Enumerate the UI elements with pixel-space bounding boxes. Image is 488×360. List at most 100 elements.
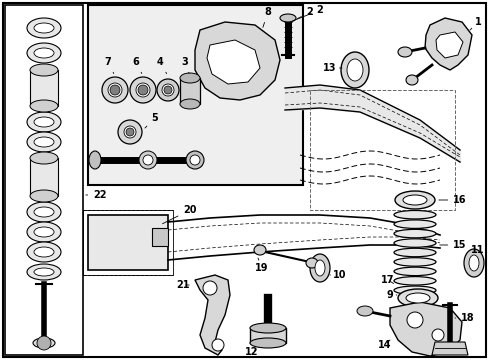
Text: 18: 18 <box>454 313 474 323</box>
Ellipse shape <box>102 77 128 103</box>
Polygon shape <box>389 302 461 356</box>
Ellipse shape <box>27 18 61 38</box>
Text: 11: 11 <box>470 245 484 255</box>
Ellipse shape <box>33 338 55 348</box>
Ellipse shape <box>108 83 122 97</box>
Text: 16: 16 <box>438 195 466 205</box>
Ellipse shape <box>34 48 54 58</box>
Ellipse shape <box>136 83 150 97</box>
Ellipse shape <box>89 151 101 169</box>
Bar <box>30 70 58 106</box>
Text: 10: 10 <box>329 270 346 280</box>
Ellipse shape <box>30 190 58 202</box>
Text: 2: 2 <box>297 7 313 19</box>
Text: 12: 12 <box>245 347 258 357</box>
Polygon shape <box>424 18 471 70</box>
Text: 15: 15 <box>439 240 466 250</box>
Ellipse shape <box>393 239 435 247</box>
Ellipse shape <box>30 100 58 112</box>
Ellipse shape <box>27 132 61 152</box>
Ellipse shape <box>180 73 200 83</box>
Ellipse shape <box>34 137 54 147</box>
Bar <box>152 228 168 246</box>
Ellipse shape <box>405 75 417 85</box>
Ellipse shape <box>309 254 329 282</box>
Circle shape <box>203 281 217 295</box>
Polygon shape <box>431 342 467 355</box>
Circle shape <box>110 85 120 95</box>
Bar <box>83 210 173 275</box>
Ellipse shape <box>34 268 54 276</box>
Text: 13: 13 <box>323 63 341 73</box>
Ellipse shape <box>30 64 58 76</box>
Text: 14: 14 <box>378 340 391 350</box>
Ellipse shape <box>393 220 435 228</box>
Ellipse shape <box>393 267 435 276</box>
Ellipse shape <box>249 323 285 333</box>
Ellipse shape <box>249 338 285 348</box>
Text: 17: 17 <box>381 275 394 285</box>
Bar <box>309 90 454 210</box>
Text: 21: 21 <box>176 280 189 290</box>
Circle shape <box>406 312 422 328</box>
Bar <box>30 158 58 196</box>
Text: 22: 22 <box>85 190 106 200</box>
Ellipse shape <box>27 264 61 280</box>
Text: 4: 4 <box>156 57 166 73</box>
Ellipse shape <box>180 99 200 109</box>
Ellipse shape <box>27 112 61 132</box>
Ellipse shape <box>393 286 435 294</box>
Ellipse shape <box>157 79 179 101</box>
Circle shape <box>163 86 172 94</box>
Text: 6: 6 <box>132 57 142 73</box>
Ellipse shape <box>314 260 325 276</box>
Text: 1: 1 <box>469 17 480 30</box>
Ellipse shape <box>34 227 54 237</box>
Ellipse shape <box>468 255 478 271</box>
Ellipse shape <box>394 191 434 209</box>
Ellipse shape <box>34 247 54 257</box>
Bar <box>88 215 168 270</box>
Ellipse shape <box>124 126 136 138</box>
Circle shape <box>37 336 51 350</box>
Ellipse shape <box>27 202 61 222</box>
Ellipse shape <box>27 222 61 242</box>
Ellipse shape <box>346 59 362 81</box>
Ellipse shape <box>34 117 54 127</box>
Circle shape <box>126 128 134 136</box>
Text: 3: 3 <box>181 57 189 73</box>
Ellipse shape <box>190 155 200 165</box>
Polygon shape <box>206 40 260 84</box>
Ellipse shape <box>356 306 372 316</box>
Text: 9: 9 <box>386 290 396 300</box>
Ellipse shape <box>393 229 435 238</box>
Text: 8: 8 <box>263 7 271 27</box>
Ellipse shape <box>139 151 157 169</box>
Ellipse shape <box>162 84 174 96</box>
Circle shape <box>431 329 443 341</box>
Ellipse shape <box>393 211 435 219</box>
Ellipse shape <box>185 151 203 169</box>
Ellipse shape <box>27 43 61 63</box>
Ellipse shape <box>30 152 58 164</box>
Bar <box>180 78 200 104</box>
Ellipse shape <box>280 14 295 22</box>
Ellipse shape <box>393 248 435 257</box>
Polygon shape <box>435 32 462 58</box>
Ellipse shape <box>305 258 317 268</box>
Ellipse shape <box>397 289 437 307</box>
Ellipse shape <box>340 52 368 88</box>
Circle shape <box>212 339 224 351</box>
Text: 5: 5 <box>144 113 158 128</box>
Ellipse shape <box>463 249 483 277</box>
Ellipse shape <box>34 207 54 217</box>
Ellipse shape <box>130 77 156 103</box>
Ellipse shape <box>393 258 435 266</box>
Ellipse shape <box>253 245 265 255</box>
Text: 19: 19 <box>255 258 268 273</box>
Polygon shape <box>195 22 280 100</box>
Ellipse shape <box>142 155 153 165</box>
Ellipse shape <box>405 293 429 303</box>
Bar <box>249 328 285 343</box>
Text: 7: 7 <box>104 57 114 73</box>
